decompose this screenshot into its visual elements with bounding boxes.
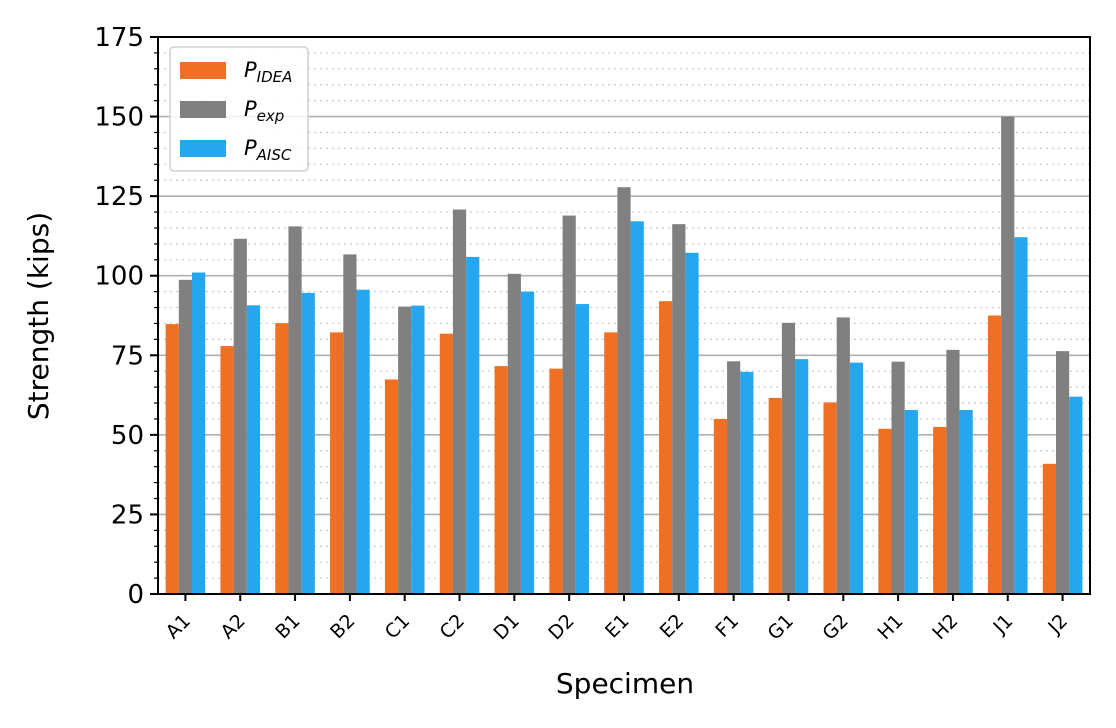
bar-aisc-g1 [795, 359, 809, 594]
bar-aisc-f1 [740, 371, 754, 594]
bar-exp-b2 [343, 254, 357, 594]
bar-idea-e2 [659, 301, 673, 594]
bar-exp-c1 [398, 306, 412, 594]
y-tick-label: 175 [94, 23, 144, 53]
bar-idea-h2 [933, 426, 947, 594]
bar-idea-j1 [987, 315, 1002, 594]
bar-idea-d2 [549, 368, 563, 594]
bar-idea-f1 [713, 418, 728, 594]
bar-aisc-e2 [685, 252, 699, 594]
legend-swatch-idea [180, 62, 226, 79]
bar-idea-j2 [1042, 463, 1056, 594]
bar-idea-b1 [275, 323, 289, 594]
bar-exp-e2 [672, 224, 686, 595]
bar-exp-a2 [233, 238, 247, 594]
bar-idea-c1 [384, 379, 399, 594]
bar-exp-d1 [507, 273, 521, 594]
y-tick-label: 0 [127, 580, 144, 610]
y-tick-label: 100 [94, 262, 144, 292]
bar-idea-e1 [604, 332, 618, 594]
bar-idea-h1 [878, 428, 892, 594]
legend-subscript: exp [257, 107, 285, 125]
bar-aisc-a2 [246, 305, 261, 594]
bar-aisc-d2 [575, 304, 589, 594]
bar-idea-g1 [768, 397, 782, 594]
bar-exp-h1 [891, 361, 905, 594]
bar-aisc-h2 [959, 410, 973, 594]
bar-exp-j1 [1001, 116, 1015, 595]
bar-aisc-c1 [411, 305, 425, 594]
bar-exp-j2 [1055, 351, 1070, 594]
bar-exp-g2 [836, 317, 850, 594]
bar-aisc-a1 [192, 272, 206, 594]
legend-subscript: AISC [256, 146, 292, 164]
bar-exp-f1 [727, 361, 741, 594]
bars [165, 116, 1083, 595]
bar-idea-b2 [330, 332, 344, 594]
bar-aisc-j2 [1069, 396, 1083, 594]
bar-idea-a1 [165, 324, 179, 594]
bar-exp-e1 [617, 187, 631, 595]
bar-aisc-b2 [356, 289, 370, 594]
legend-swatch-aisc [180, 140, 226, 157]
y-tick-label: 25 [111, 500, 144, 530]
bar-aisc-c2 [466, 256, 480, 594]
bar-idea-a2 [220, 346, 234, 594]
legend-subscript: IDEA [257, 68, 293, 86]
bar-exp-d2 [562, 215, 576, 594]
bar-aisc-g2 [849, 362, 864, 594]
bar-aisc-h1 [904, 410, 918, 594]
bar-aisc-j1 [1014, 237, 1028, 594]
bar-exp-a1 [178, 279, 193, 594]
y-tick-label: 125 [94, 182, 144, 212]
bar-aisc-b1 [301, 292, 315, 594]
bar-aisc-d1 [520, 291, 535, 594]
bar-exp-g1 [781, 322, 796, 594]
bar-exp-c2 [452, 209, 467, 594]
bar-exp-b1 [288, 226, 302, 594]
bar-aisc-e1 [630, 221, 644, 595]
y-tick-label: 50 [111, 421, 144, 451]
y-axis-title: Strength (kips) [22, 212, 55, 420]
bar-idea-d1 [494, 366, 508, 594]
legend-swatch-exp [180, 101, 226, 118]
y-tick-label: 150 [94, 103, 144, 133]
bar-idea-g2 [823, 402, 837, 594]
y-tick-label: 75 [111, 341, 144, 371]
x-axis-title: Specimen [556, 667, 694, 700]
bar-idea-c2 [439, 333, 453, 594]
bar-exp-h2 [946, 349, 960, 594]
